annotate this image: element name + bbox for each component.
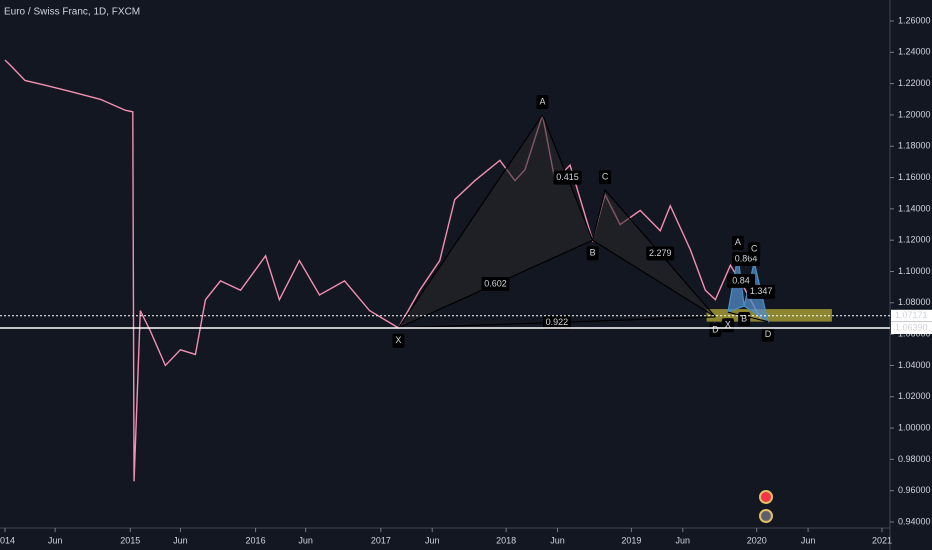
ratio-box — [747, 284, 776, 299]
x-tick-label: 2020 — [747, 535, 767, 545]
y-tick-label: 1.00000 — [898, 422, 931, 432]
event-icon — [759, 509, 773, 523]
y-tick-label: 1.18000 — [898, 141, 931, 151]
y-tick-label: 0.94000 — [898, 516, 931, 526]
y-tick-label: 1.10000 — [898, 266, 931, 276]
price-level-label: 1.06390 — [895, 322, 928, 332]
ratio-box — [542, 315, 571, 330]
event-icons — [759, 490, 773, 523]
y-tick-label: 1.16000 — [898, 172, 931, 182]
x-tick-label: Jun — [48, 535, 63, 545]
y-tick-label: 1.24000 — [898, 47, 931, 57]
x-tick-label: Jun — [298, 535, 313, 545]
x-tick-label: Jun — [801, 535, 816, 545]
x-tick-label: 2019 — [621, 535, 641, 545]
point-label: B — [590, 248, 596, 258]
point-label: A — [539, 96, 545, 106]
x-tick-label: Jun — [425, 535, 440, 545]
price-level-box — [891, 322, 932, 335]
y-tick-label: 1.20000 — [898, 109, 931, 119]
y-tick-label: 1.14000 — [898, 203, 931, 213]
ratio-label: 0.864 — [735, 253, 758, 263]
x-tick-label: 2014 — [0, 535, 15, 545]
point-box — [599, 170, 612, 185]
point-box — [731, 235, 744, 250]
point-label: B — [741, 313, 747, 323]
ratio-box — [646, 246, 675, 261]
ratio-box — [481, 277, 510, 292]
chart-title: Euro / Swiss Franc, 1D, FXCM — [4, 7, 140, 18]
x-tick-label: 2021 — [872, 535, 892, 545]
y-tick-label: 0.96000 — [898, 485, 931, 495]
point-label: C — [602, 171, 609, 181]
y-tick-label: 1.04000 — [898, 360, 931, 370]
ratio-box — [727, 273, 756, 288]
x-tick-label: Jun — [173, 535, 188, 545]
point-label: D — [712, 324, 719, 334]
price-level-label: 1.07171 — [895, 310, 928, 320]
x-tick-label: 2017 — [371, 535, 391, 545]
y-tick-label: 1.22000 — [898, 78, 931, 88]
point-box — [761, 327, 774, 342]
y-tick-label: 1.26000 — [898, 15, 931, 25]
ratio-label: 0.415 — [556, 172, 579, 182]
point-label: X — [725, 320, 731, 330]
y-tick-label: 1.12000 — [898, 235, 931, 245]
price-line — [4, 59, 762, 482]
point-label: C — [751, 243, 758, 253]
ratio-label: 0.602 — [484, 278, 507, 288]
point-label: A — [735, 237, 741, 247]
point-box — [586, 246, 599, 261]
price-level-box — [891, 309, 932, 322]
x-tick-label: Jun — [550, 535, 565, 545]
ratio-label: 0.922 — [546, 317, 569, 327]
y-tick-label: 0.98000 — [898, 454, 931, 464]
point-label: D — [765, 329, 772, 339]
ratio-label: 2.279 — [649, 248, 672, 258]
x-tick-label: Jun — [676, 535, 691, 545]
x-tick-label: 2018 — [496, 535, 516, 545]
x-tick-label: 2015 — [120, 535, 140, 545]
point-box — [748, 242, 761, 257]
y-tick-label: 1.02000 — [898, 391, 931, 401]
event-icon — [759, 490, 773, 504]
ratio-label: 1.347 — [750, 286, 773, 296]
x-tick-label: 2016 — [246, 535, 266, 545]
point-box — [392, 333, 405, 348]
point-box — [536, 94, 549, 109]
ratio-label: 0.84 — [732, 275, 750, 285]
ratio-box — [553, 170, 582, 185]
point-label: X — [395, 335, 401, 345]
point-box — [709, 322, 722, 337]
y-tick-label: 1.08000 — [898, 297, 931, 307]
